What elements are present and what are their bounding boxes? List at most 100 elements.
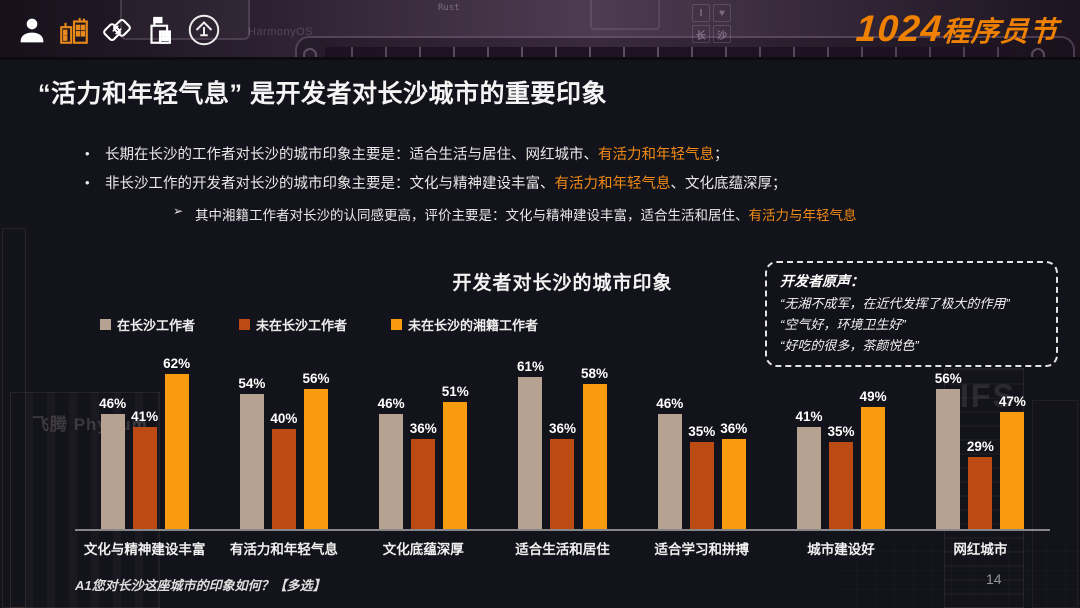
bar-value-label: 36% [720,421,748,436]
bullet-marker: • [85,175,90,191]
bar-value-label: 61% [516,358,544,374]
bar [936,389,961,529]
bar-value-label: 40% [270,411,298,426]
bar-value-label: 46% [99,396,127,411]
bar-value-label: 49% [859,388,887,404]
highlighted-text: 有活力和年轻气息 [598,147,714,163]
bar-with-value: 46% [99,354,126,529]
screw-hole-decor [1031,48,1045,57]
bar-value-label: 41% [131,408,159,424]
bar [657,414,682,529]
bullet-text: 长期在长沙的工作者对长沙的城市印象主要是：适合生活与居住、网红城市、有活力和年轻… [105,146,729,164]
bullet-marker: • [85,146,90,161]
bar-with-value: 47% [999,354,1026,529]
x-axis-labels: 文化与精神建设丰富 有活力和年轻气息 文化底蕴深厚 适合生活和居住 适合学习和拼搏 城市建… [75,538,1050,558]
quote-line: “好吃的很多，茶颜悦色” [780,337,919,353]
x-axis-category-label: 有活力和年轻气息 [229,542,338,557]
bar [797,426,822,529]
sub-bullet-arrow: ➢ [173,204,184,219]
page-number: 14 [986,571,1002,587]
bar [721,439,746,529]
changsha-tile-decor: 沙 [713,25,731,43]
bar-with-value: 58% [581,354,608,529]
logo-number: 1024 [854,8,944,49]
bar-group: 61% 36% 58% [493,354,632,529]
bar-with-value: 41% [131,354,158,529]
bar-value-label: 36% [548,421,576,436]
bar-with-value: 35% [688,354,715,529]
survey-question-footnote: A1您对长沙这座城市的印象如何？【多选】 [75,578,326,593]
logo-text: 程序员节 [940,16,1059,47]
circuit-chip-decor [590,0,660,30]
bar [239,394,264,529]
highlighted-text: 有活力和年轻气息 [554,176,671,193]
legend-label: 在长沙工作者 [117,318,196,333]
user-icon [16,14,48,46]
bar-value-label: 35% [827,423,855,439]
bar [550,439,575,529]
sub-bullet-item: ➢ 其中湘籍工作者对长沙的认同感更高，评价主要是：文化与精神建设丰富，适合生活和… [173,204,985,224]
bar-group: 54% 40% 56% [214,354,353,529]
x-axis-category-label: 文化底蕴深厚 [382,542,464,557]
bar [379,414,404,529]
bar [411,439,436,529]
bar [1000,411,1025,529]
bar-with-value: 56% [302,354,329,529]
bar-value-label: 54% [238,376,266,391]
quote-line: “空气好，环境卫生好” [780,316,906,332]
chart-title: 开发者对长沙的城市印象 [452,273,673,294]
bar [518,376,543,529]
bar [443,401,468,529]
bar-with-value: 35% [828,354,855,529]
screw-hole-decor [303,48,317,57]
bar-value-label: 58% [581,366,609,381]
bar-group: 46% 36% 51% [354,354,493,529]
x-axis-category-label: 网红城市 [953,542,1008,557]
bar-with-value: 51% [442,354,469,529]
bar-with-value: 62% [163,354,190,529]
bar-group: 41% 35% 49% [771,354,910,529]
bullet-text: 非长沙工作的开发者对长沙的城市印象主要是：文化与精神建设丰富、有活力和年轻气息、… [105,175,787,193]
legend-swatch [100,319,111,330]
bar-with-value: 56% [935,354,962,529]
changsha-tile-decor: ♥ [713,4,731,22]
harmonyos-decor-label: HarmonyOS [248,26,314,38]
bar-value-label: 46% [656,396,684,411]
bar-value-label: 36% [409,421,437,436]
page-title: “活力和年轻气息” 是开发者对长沙城市的重要印象 [38,80,607,108]
legend-swatch [239,319,251,330]
header-icon-row [16,12,222,48]
quote-box-title: 开发者原声： [780,273,864,289]
bar-with-value: 36% [720,354,747,529]
handshake-icon [100,13,134,47]
bar-value-label: 29% [966,438,994,454]
bar [132,426,157,529]
header-bar: HarmonyOS Rust I ♥ 长沙 [0,0,1080,60]
bar-value-label: 47% [998,393,1026,409]
quote-line: “无湘不成军，在近代发挥了极大的作用” [780,296,1010,311]
bar-with-value: 29% [967,354,994,529]
plain-text: 长期在长沙的工作者对长沙的城市印象主要是：适合生活与居住、网红城市、 [105,147,598,163]
changsha-tile-decor: I [692,4,710,22]
highlighted-text: 有活力与年轻气息 [748,208,857,224]
bar-value-label: 51% [441,383,469,399]
x-axis-category-label: 适合学习和拼搏 [654,542,750,557]
enterprise-icon [186,12,222,48]
ram-slot-row-decor [325,47,1013,57]
legend-item: 未在长沙工作者 [239,315,347,334]
bar-with-value: 41% [796,354,823,529]
legend-item: 未在长沙的湘籍工作者 [391,315,538,334]
bar [829,441,854,529]
bar [689,441,714,529]
plain-text: 其中湘籍工作者对长沙的认同感更高，评价主要是：文化与精神建设丰富，适合生活和居住… [195,208,749,224]
circuit-slot-decor [295,36,1075,57]
bar [861,406,886,529]
building-silhouette-decor [2,228,26,608]
legend-label: 未在长沙的湘籍工作者 [408,318,539,333]
x-axis-category-label: 城市建设好 [807,542,875,557]
bar-with-value: 36% [410,354,437,529]
bar [303,389,328,529]
bar-value-label: 62% [163,356,191,371]
bar [164,374,189,529]
